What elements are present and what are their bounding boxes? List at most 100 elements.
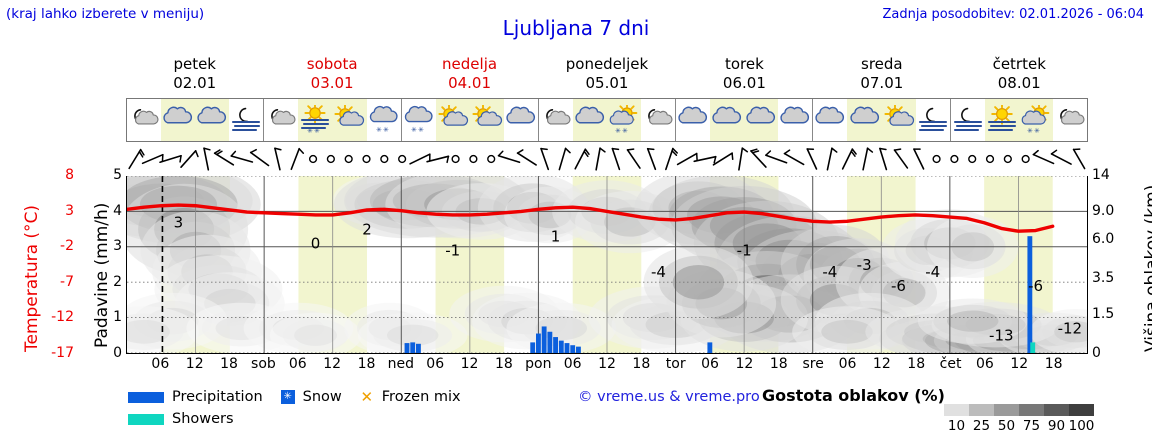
temperature-tick: -17 (51, 345, 74, 361)
time-tick-label: 06 (288, 356, 307, 372)
moon-fog-icon (951, 99, 985, 141)
sun-fog-snow-icon: ✳ ✳ (298, 99, 333, 141)
svg-text:-4: -4 (651, 263, 666, 281)
time-tick-label: 12 (598, 356, 616, 372)
sun-fog-icon (984, 99, 1019, 141)
weather-icon-row: ✳ ✳ ✳ ✳ ✳ ✳ ✳ ✳ ✳ ✳ (126, 98, 1088, 142)
time-tick-label: 06 (701, 356, 719, 372)
precipitation-tick: 2 (113, 273, 122, 290)
time-tick-label: 06 (563, 356, 582, 372)
cloud-height-tick: 6.0 (1092, 231, 1115, 248)
cloud-density-step (1069, 404, 1094, 416)
cloud-density-step (969, 404, 994, 416)
icon-day-0 (127, 99, 265, 141)
svg-text:-4: -4 (822, 263, 837, 281)
time-tick-label: sob (251, 356, 276, 372)
icon-day-2: ✳ ✳ (402, 99, 539, 141)
sun-cloud-icon (881, 99, 916, 141)
temperature-tick: -12 (51, 309, 74, 326)
cloud-density-label: 100 (1068, 418, 1095, 434)
cloud-density-label: 10 (947, 418, 966, 434)
temperature-tick: 3 (65, 202, 74, 219)
legend-item-frozen-mix: ✕ Frozen mix (360, 389, 461, 405)
legend-label-precipitation: Precipitation (172, 389, 263, 405)
day-date: 02.01 (173, 74, 217, 92)
moon-cloud-icon (641, 99, 675, 141)
moon-cloud-icon (539, 99, 573, 141)
icon-day-3: ✳ ✳ (539, 99, 677, 141)
svg-text:-4: -4 (925, 263, 940, 281)
moon-fog-icon (229, 99, 263, 141)
svg-text:-1: -1 (445, 242, 460, 260)
cloud-height-axis-ticks: 14 9.0 6.0 3.5 1.5 0 (1092, 167, 1132, 361)
cloud-density-step (944, 404, 969, 416)
time-tick-label: 06 (426, 356, 445, 372)
cloud-density-label: 75 (1022, 418, 1041, 434)
day-date: 05.01 (585, 74, 629, 92)
moon-cloud-icon (1053, 99, 1087, 141)
day-header-5: sreda 07.01 (813, 55, 950, 95)
icon-day-1: ✳ ✳ ✳ ✳ (264, 99, 402, 141)
temperature-tick: -7 (60, 273, 74, 290)
sun-cloud-snow-icon: ✳ ✳ (607, 99, 642, 141)
svg-text:✳: ✳ (615, 127, 621, 135)
copyright-text: © vreme.us & vreme.pro (578, 389, 760, 405)
day-header-3: ponedeljek 05.01 (538, 55, 675, 95)
svg-text:2: 2 (362, 220, 372, 238)
cloud-icon (504, 99, 538, 141)
svg-text:-12: -12 (1058, 320, 1083, 338)
day-name: sreda (861, 55, 903, 73)
svg-text:0: 0 (311, 235, 321, 253)
showers-swatch-icon (128, 413, 164, 425)
cloud-density-step (994, 404, 1019, 416)
icon-day-4 (676, 99, 814, 141)
cloud-density-label: 25 (972, 418, 991, 434)
temperature-tick: -2 (60, 238, 74, 255)
cloud-height-tick: 0 (1092, 345, 1101, 361)
cloud-density-scale (944, 404, 1094, 416)
svg-text:✳: ✳ (1027, 127, 1033, 135)
cloud-icon (847, 99, 882, 141)
time-tick-label: 18 (220, 356, 238, 372)
time-tick-label: 12 (735, 356, 754, 372)
cloud-height-tick: 1.5 (1092, 305, 1115, 322)
page-title: Ljubljana 7 dni (502, 16, 650, 40)
svg-text:✳: ✳ (418, 126, 424, 134)
time-axis-labels: 06 12 18 sob 06 12 18 ned 06 12 18 pon 06 12 18 tor 06 12… (126, 356, 1088, 376)
cloud-height-tick: 14 (1092, 167, 1110, 183)
day-name: sobota (306, 55, 358, 73)
svg-text:✳: ✳ (376, 126, 382, 134)
wind-barb-row (126, 143, 1088, 175)
cloud-icon (710, 99, 745, 141)
cloud-icon (813, 99, 847, 141)
svg-text:-13: -13 (989, 327, 1014, 345)
precipitation-swatch-icon (128, 391, 164, 403)
precipitation-legend: Precipitation ✳ Snow ✕ Frozen mix Shower… (128, 386, 548, 436)
day-date: 06.01 (722, 74, 766, 92)
icon-day-5 (813, 99, 951, 141)
time-tick-label: 18 (632, 356, 651, 372)
legend-label-frozen-mix: Frozen mix (381, 389, 461, 405)
cloud-density-label: 50 (997, 418, 1016, 434)
day-name: četrtek (992, 55, 1046, 73)
svg-text:3: 3 (174, 213, 184, 231)
time-tick-label: 18 (907, 356, 926, 372)
svg-text:-6: -6 (1028, 277, 1043, 295)
temperature-tick: 8 (65, 167, 74, 183)
legend-label-snow: Snow (302, 389, 342, 405)
svg-text:✳: ✳ (383, 126, 389, 134)
time-tick-label: 06 (976, 356, 994, 372)
icon-day-6: ✳ ✳ (951, 99, 1087, 141)
time-tick-label: 06 (838, 356, 857, 372)
precipitation-tick: 4 (113, 202, 122, 219)
day-header-6: četrtek 08.01 (951, 55, 1088, 95)
time-tick-label: 18 (769, 356, 788, 372)
day-header-4: torek 06.01 (676, 55, 813, 95)
legend-item-snow: ✳ Snow (280, 389, 342, 405)
time-tick-label: ned (387, 356, 415, 372)
svg-text:1: 1 (551, 228, 561, 246)
legend-item-precipitation: Precipitation (128, 389, 263, 405)
cloud-height-tick: 9.0 (1092, 202, 1115, 219)
svg-text:-3: -3 (857, 256, 872, 274)
time-tick-label: 12 (323, 356, 342, 372)
